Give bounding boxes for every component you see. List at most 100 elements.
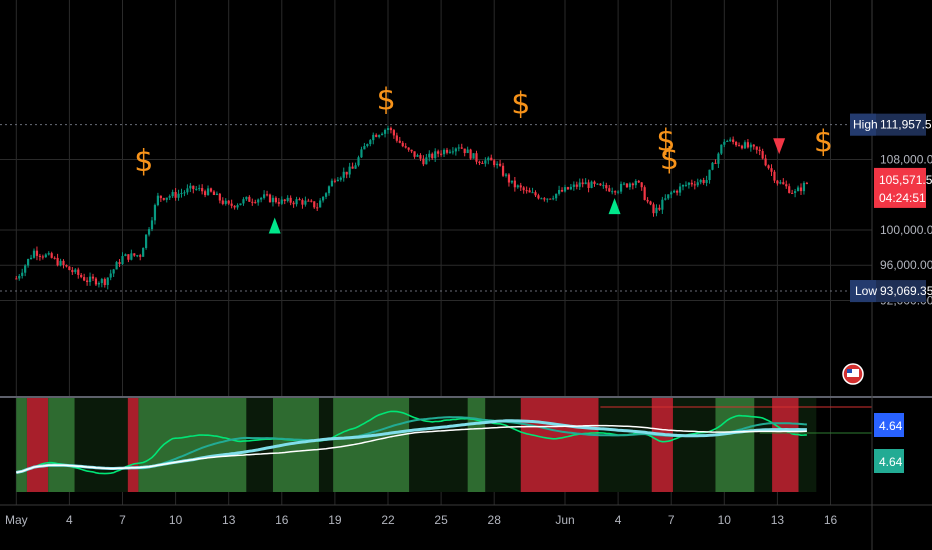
candle-body xyxy=(575,184,578,187)
candle-body xyxy=(702,179,705,183)
candlestick-series xyxy=(15,125,808,290)
regime-band-bull xyxy=(16,397,27,492)
candle-body xyxy=(91,276,95,279)
candle-body xyxy=(687,182,690,185)
candle-body xyxy=(263,194,266,198)
candle-body xyxy=(755,146,758,150)
regime-band-bear xyxy=(651,397,673,492)
indicator-value-tag-blue: 4.64 xyxy=(874,413,904,437)
candle-body xyxy=(469,149,472,159)
candle-body xyxy=(560,190,564,192)
regime-band-neutral xyxy=(74,397,128,492)
indicator-fast-line xyxy=(16,410,807,475)
candle-body xyxy=(581,182,584,185)
candle-body xyxy=(599,183,602,186)
candle-body xyxy=(496,163,499,166)
candle-body xyxy=(749,144,752,148)
candle-body xyxy=(758,149,761,152)
candle-body xyxy=(268,194,272,203)
candle-body xyxy=(153,205,157,221)
last-price-value: 105,571.56 xyxy=(879,173,932,187)
candle-body xyxy=(510,180,513,183)
candle-body xyxy=(499,163,502,166)
candle-body xyxy=(38,255,41,257)
candle-body xyxy=(732,139,735,142)
candle-body xyxy=(454,148,457,152)
candle-body xyxy=(481,162,484,164)
candle-body xyxy=(369,140,372,145)
candle-body xyxy=(525,190,528,192)
date-tick-label: 10 xyxy=(169,513,183,527)
dollar-sign-marker: $ xyxy=(660,142,679,177)
candle-body xyxy=(543,198,546,200)
candle-body xyxy=(68,266,71,271)
candle-body xyxy=(74,269,77,273)
candle-body xyxy=(239,203,242,206)
candle-body xyxy=(448,151,452,153)
candle-body xyxy=(767,165,770,169)
candle-body xyxy=(192,185,195,190)
price-tick-label: 108,000.00 xyxy=(880,153,932,167)
regime-band-neutral xyxy=(409,397,468,492)
candle-body xyxy=(531,192,534,194)
candle-body xyxy=(245,196,248,200)
date-tick-label: 7 xyxy=(668,513,675,527)
indicator-tag-blue-bg xyxy=(874,413,904,437)
candle-body xyxy=(681,185,685,187)
candle-body xyxy=(375,134,378,137)
regime-band-bull xyxy=(138,397,247,492)
candle-body xyxy=(156,195,159,206)
regime-band-bull xyxy=(467,397,486,492)
candle-body xyxy=(162,198,165,200)
candle-body xyxy=(442,149,446,155)
candle-body xyxy=(805,182,808,184)
candle-body xyxy=(322,196,325,201)
indicator-regime-bands xyxy=(16,397,817,492)
candle-body xyxy=(248,196,251,202)
candle-body xyxy=(83,277,86,281)
candle-body xyxy=(316,207,319,209)
candle-body xyxy=(596,183,599,185)
candle-body xyxy=(501,165,505,176)
candle-body xyxy=(186,188,189,193)
candle-body xyxy=(776,180,779,184)
candle-body xyxy=(466,149,469,154)
candle-body xyxy=(478,161,481,163)
date-tick-label: 25 xyxy=(434,513,448,527)
low-tag-value: 93,069.35 xyxy=(880,284,932,298)
candle-body xyxy=(195,188,198,190)
candle-body xyxy=(292,202,295,205)
candle-body xyxy=(558,190,561,194)
candle-body xyxy=(640,182,643,188)
candle-body xyxy=(310,200,313,202)
candle-body xyxy=(286,197,289,201)
candle-body xyxy=(631,183,634,186)
candle-body xyxy=(145,234,148,249)
candle-body xyxy=(363,146,366,150)
candle-body xyxy=(537,195,540,199)
candle-body xyxy=(463,148,466,154)
candle-body xyxy=(221,200,224,204)
candle-body xyxy=(752,144,755,147)
candle-body xyxy=(383,129,387,134)
candle-body xyxy=(88,276,92,283)
candle-body xyxy=(504,174,508,176)
candle-body xyxy=(729,139,732,141)
candle-body xyxy=(159,195,162,199)
candle-body xyxy=(44,254,47,258)
dollar-sign-marker: $ xyxy=(511,87,530,122)
regime-band-neutral xyxy=(672,397,716,492)
regime-band-bear xyxy=(772,397,799,492)
candle-body xyxy=(133,253,136,256)
candle-body xyxy=(345,171,348,175)
candle-body xyxy=(723,141,726,145)
candle-body xyxy=(115,262,118,270)
regime-band-neutral xyxy=(598,397,652,492)
candle-body xyxy=(336,179,339,182)
buy-signal-triangle xyxy=(608,198,621,215)
candle-body xyxy=(622,183,626,185)
candle-body xyxy=(357,157,360,166)
flag-icon xyxy=(842,363,864,385)
